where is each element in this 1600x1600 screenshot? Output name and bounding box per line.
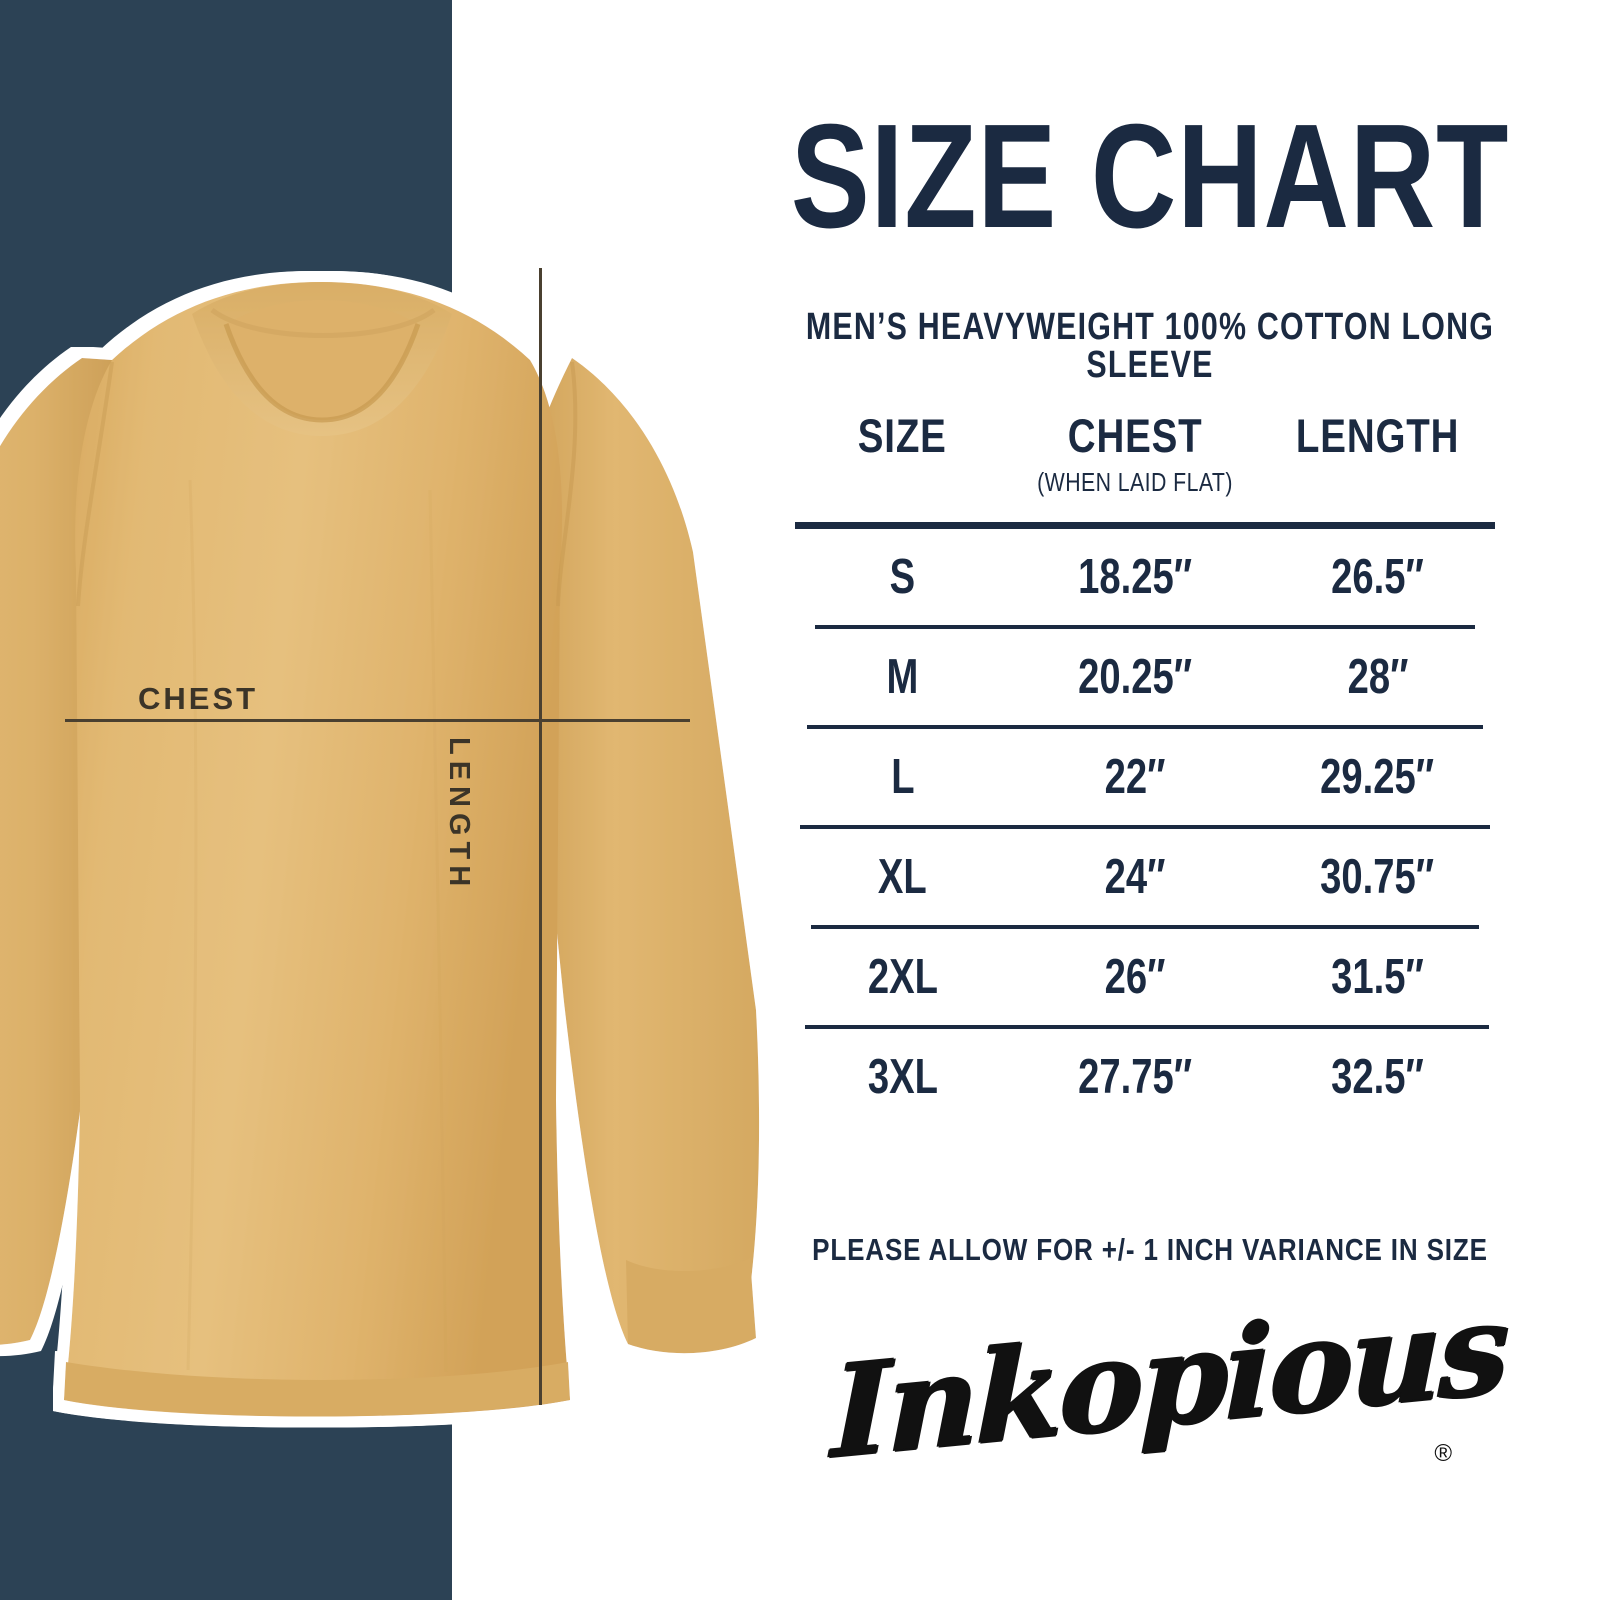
page-title: SIZE CHART: [790, 94, 1510, 259]
shirt-seam-left: [76, 361, 114, 607]
column-header-length-label: LENGTH: [1295, 409, 1460, 462]
cell-length: 26.5″: [1331, 549, 1424, 604]
shirt-seam-right: [556, 361, 578, 607]
cell-size: S: [889, 549, 916, 604]
table-row-divider: [811, 925, 1479, 929]
shirt-right-cuff: [626, 1258, 756, 1354]
shirt-collar-rib: [223, 323, 421, 423]
cell-length: 31.5″: [1331, 949, 1424, 1004]
cell-length: 30.75″: [1320, 849, 1435, 904]
brand-logo: Inkopious ®: [830, 1272, 1507, 1528]
table-row-divider: [807, 725, 1483, 729]
shirt-fold-1: [186, 479, 198, 1371]
table-row: 3XL 27.75″ 32.5″: [795, 1029, 1495, 1125]
shirt-hem: [64, 1362, 570, 1417]
shirt-right-sleeve: [518, 358, 760, 1350]
product-shirt-illustration: [0, 240, 760, 1440]
cell-chest: 22″: [1104, 749, 1166, 804]
shirt-body: [64, 282, 570, 1417]
cell-chest: 20.25″: [1078, 649, 1192, 704]
page-subtitle: MEN’S HEAVYWEIGHT 100% COTTON LONG SLEEV…: [805, 306, 1495, 386]
column-header-length: LENGTH: [1260, 412, 1495, 459]
cell-size: M: [886, 649, 919, 704]
cell-length: 29.25″: [1320, 749, 1435, 804]
cell-chest: 24″: [1104, 849, 1166, 904]
table-row: XL 24″ 30.75″: [795, 829, 1495, 925]
shirt-svg: [0, 282, 760, 1417]
content-column: SIZE CHART MEN’S HEAVYWEIGHT 100% COTTON…: [700, 0, 1600, 1600]
size-table: SIZE CHEST (WHEN LAID FLAT) LENGTH S 18.…: [795, 412, 1495, 1125]
cell-size: 2XL: [867, 949, 938, 1004]
table-row-divider: [800, 825, 1490, 829]
table-header-rule: [795, 522, 1495, 529]
column-header-chest-subnote: (WHEN LAID FLAT): [1037, 467, 1233, 497]
cell-length: 28″: [1347, 649, 1408, 704]
cell-size: L: [890, 749, 915, 804]
cell-size: XL: [878, 849, 927, 904]
brand-wordmark: Inkopious: [830, 1272, 1507, 1487]
cell-chest: 18.25″: [1078, 549, 1192, 604]
table-header-row: SIZE CHEST (WHEN LAID FLAT) LENGTH: [795, 412, 1495, 522]
column-header-size: SIZE: [795, 412, 1010, 459]
table-row: 2XL 26″ 31.5″: [795, 929, 1495, 1025]
column-header-chest-label: CHEST: [1067, 409, 1203, 462]
table-row: L 22″ 29.25″: [795, 729, 1495, 825]
table-row-divider: [805, 1025, 1489, 1029]
cell-chest: 26″: [1104, 949, 1166, 1004]
variance-note: PLEASE ALLOW FOR +/- 1 INCH VARIANCE IN …: [812, 1232, 1488, 1267]
cell-length: 32.5″: [1331, 1049, 1424, 1104]
table-row-divider: [815, 625, 1475, 629]
cell-chest: 27.75″: [1078, 1049, 1192, 1104]
table-row: S 18.25″ 26.5″: [795, 529, 1495, 625]
shirt-neck-tape: [210, 307, 436, 338]
registered-trademark-icon: ®: [1434, 1440, 1452, 1467]
column-header-chest: CHEST (WHEN LAID FLAT): [1010, 412, 1260, 495]
shirt-fold-2: [428, 489, 448, 1373]
table-row: M 20.25″ 28″: [795, 629, 1495, 725]
column-header-size-label: SIZE: [858, 409, 947, 462]
cell-size: 3XL: [867, 1049, 938, 1104]
